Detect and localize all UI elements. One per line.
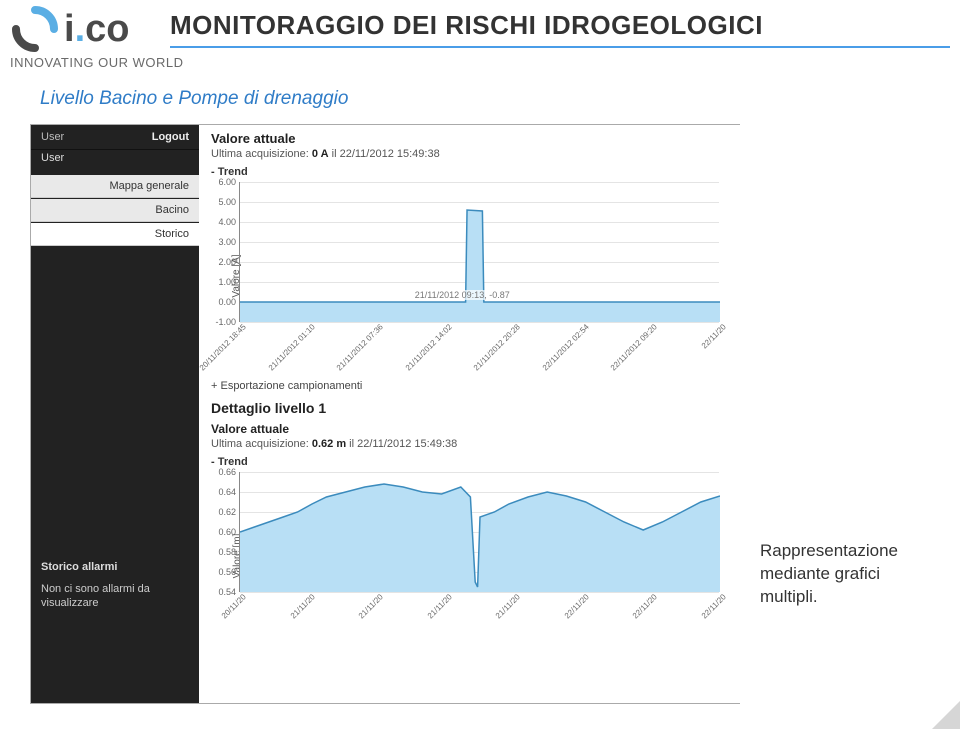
chart-1[interactable]: -1.000.001.002.003.004.005.006.0020/11/2…: [239, 182, 719, 322]
brand-logo: i . co: [12, 6, 129, 52]
sidebar: User Logout User Mappa generale Bacino S…: [31, 125, 199, 703]
dettaglio-head: Dettaglio livello 1: [211, 400, 732, 416]
caption: Rappresentazione mediante grafici multip…: [760, 540, 898, 609]
alarm-body: Non ci sono allarmi da visualizzare: [31, 578, 199, 615]
caption-l3: multipli.: [760, 586, 898, 609]
subtitle: Livello Bacino e Pompe di drenaggio: [40, 88, 348, 110]
valore-attuale-head: Valore attuale: [211, 131, 732, 146]
dashboard-screenshot: User Logout User Mappa generale Bacino S…: [30, 124, 740, 704]
trend-head-2: - Trend: [211, 456, 732, 468]
chart-2-wrap: Valore [m] 0.540.560.580.600.620.640.662…: [239, 472, 732, 640]
chart-1-wrap: Valore [A] -1.000.001.002.003.004.005.00…: [239, 182, 732, 370]
sidebar-item-storico[interactable]: Storico: [31, 223, 199, 246]
caption-l1: Rappresentazione: [760, 540, 898, 563]
logout-link[interactable]: Logout: [152, 131, 189, 143]
user-name: User: [31, 150, 199, 174]
acquisition-1: Ultima acquisizione: 0 A il 22/11/2012 1…: [211, 148, 732, 160]
acq1-prefix: Ultima acquisizione:: [211, 148, 312, 160]
acq2-prefix: Ultima acquisizione:: [211, 438, 312, 450]
brand-dot: .: [75, 8, 86, 51]
content-panel: Valore attuale Ultima acquisizione: 0 A …: [199, 125, 740, 703]
export-link[interactable]: + Esportazione campionamenti: [211, 380, 732, 392]
acq1-value: 0 A: [312, 148, 329, 160]
chart-2[interactable]: 0.540.560.580.600.620.640.6620/11/2021/1…: [239, 472, 719, 592]
brand-i: i: [64, 8, 75, 51]
alarm-heading: Storico allarmi: [31, 556, 199, 578]
caption-l2: mediante grafici: [760, 563, 898, 586]
brand-co: co: [85, 8, 129, 51]
acq2-value: 0.62 m: [312, 438, 346, 450]
sidebar-item-mappa[interactable]: Mappa generale: [31, 175, 199, 198]
brand-tagline: INNOVATING OUR WORLD: [10, 55, 183, 70]
page-title: MONITORAGGIO DEI RISCHI IDROGEOLOGICI: [170, 10, 763, 41]
acq1-rest: il 22/11/2012 15:49:38: [329, 148, 440, 160]
valore-attuale-head-2: Valore attuale: [211, 422, 732, 436]
sidebar-item-bacino[interactable]: Bacino: [31, 199, 199, 222]
corner-fold-icon: [932, 701, 960, 729]
user-label: User: [41, 131, 64, 143]
acq2-rest: il 22/11/2012 15:49:38: [346, 438, 457, 450]
slide-header: i . co MONITORAGGIO DEI RISCHI IDROGEOLO…: [0, 0, 960, 78]
logo-swirl-icon: [12, 6, 58, 52]
title-underline: [170, 46, 950, 48]
trend-head-1: - Trend: [211, 166, 732, 178]
user-row: User Logout: [31, 125, 199, 150]
acquisition-2: Ultima acquisizione: 0.62 m il 22/11/201…: [211, 438, 732, 450]
